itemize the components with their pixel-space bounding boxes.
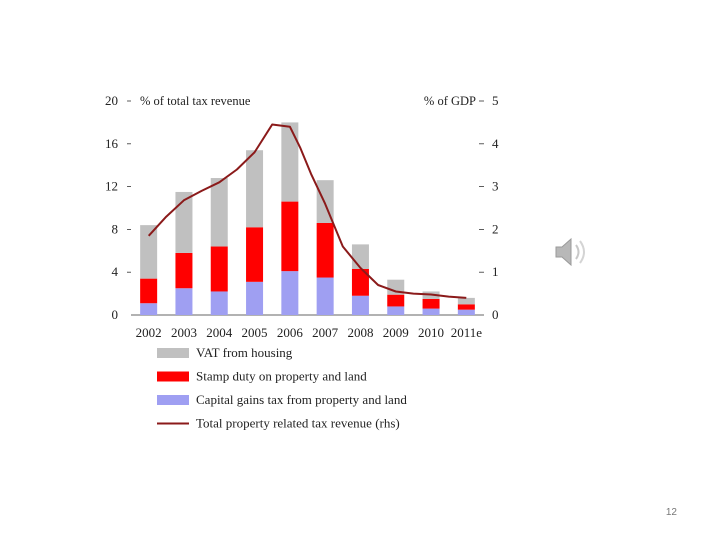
x-tick-label: 2005 [242, 325, 268, 340]
bar-segment [210, 291, 228, 315]
bar-segment [210, 178, 228, 247]
legend-swatch [157, 348, 189, 358]
bar-segment [351, 244, 369, 269]
right-tick-label: 2 [492, 221, 499, 236]
bar-segment [422, 308, 440, 315]
x-tick-label: 2004 [206, 325, 233, 340]
bar-segment [387, 306, 405, 315]
x-tick-label: 2002 [136, 325, 162, 340]
bar-segment [457, 304, 475, 310]
right-tick-label: 0 [492, 307, 499, 322]
x-tick-label: 2011e [451, 325, 483, 340]
left-axis-title: % of total tax revenue [140, 94, 251, 108]
slide-number: 12 [665, 507, 677, 518]
bar-segment [316, 222, 334, 278]
bar-segment [246, 281, 264, 315]
left-tick-label: 20 [105, 93, 118, 108]
x-tick-label: 2006 [277, 325, 304, 340]
bar-segment [246, 150, 264, 228]
legend-label: Capital gains tax from property and land [196, 392, 407, 407]
bar-segment [281, 271, 299, 315]
right-axis-title: % of GDP [424, 94, 476, 108]
x-tick-label: 2007 [312, 325, 339, 340]
bar-segment [140, 303, 158, 315]
bar-segment [457, 297, 475, 305]
bar-segment [351, 295, 369, 315]
legend-swatch [157, 371, 189, 382]
right-tick-label: 5 [492, 93, 499, 108]
legend-swatch [157, 395, 189, 405]
left-tick-label: 4 [112, 264, 119, 279]
legend-label: Stamp duty on property and land [196, 369, 367, 384]
left-tick-label: 12 [105, 179, 118, 194]
left-tick-label: 8 [112, 221, 119, 236]
bar-segment [457, 309, 475, 315]
chart-line [147, 123, 467, 299]
bar-segment [422, 298, 440, 309]
right-tick-label: 3 [492, 179, 499, 194]
bar-segment [281, 201, 299, 272]
bar-segment [210, 246, 228, 292]
left-tick-label: 16 [105, 136, 119, 151]
bar-segment [246, 227, 264, 282]
bar-segment [140, 278, 158, 304]
bar-segment [175, 252, 193, 289]
x-tick-label: 2003 [171, 325, 197, 340]
bar-segment [316, 277, 334, 315]
x-tick-label: 2008 [347, 325, 373, 340]
bar-segment [175, 191, 193, 253]
chart-bars [140, 122, 475, 315]
chart-legend: VAT from housing Stamp duty on property a… [157, 345, 407, 431]
bar-segment [387, 294, 405, 307]
x-tick-label: 2010 [418, 325, 444, 340]
right-tick-label: 4 [492, 136, 499, 151]
bar-segment [175, 288, 193, 315]
right-tick-label: 1 [492, 264, 499, 279]
series-line [147, 123, 467, 299]
left-tick-label: 0 [112, 307, 119, 322]
bar-segment [351, 268, 369, 296]
bar-segment [281, 122, 299, 202]
bar-segment [140, 225, 158, 279]
legend-label: Total property related tax revenue (rhs) [196, 416, 400, 431]
x-tick-label: 2009 [383, 325, 409, 340]
legend-label: VAT from housing [196, 345, 293, 360]
speaker-icon[interactable] [553, 234, 593, 270]
